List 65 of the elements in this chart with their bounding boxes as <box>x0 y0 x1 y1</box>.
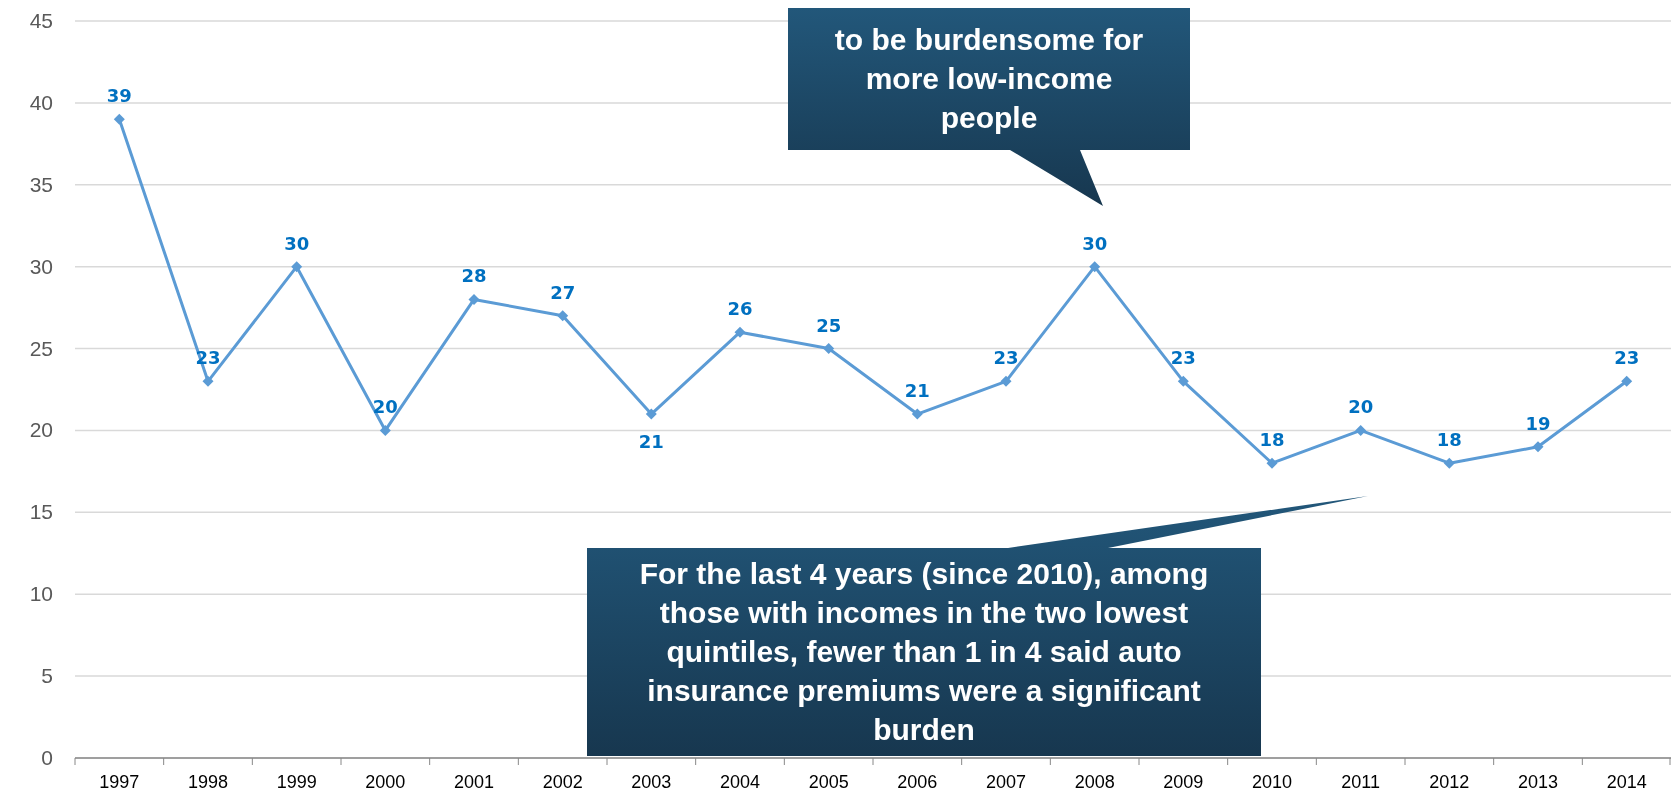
y-tick-label: 20 <box>29 418 53 442</box>
point <box>1355 424 1367 436</box>
data-label: 30 <box>284 232 310 254</box>
point <box>291 261 303 273</box>
data-label: 19 <box>1525 412 1551 434</box>
point <box>1621 375 1633 387</box>
data-label: 18 <box>1259 429 1285 451</box>
point <box>645 408 657 420</box>
y-tick-label: 40 <box>29 90 53 114</box>
y-tick-label: 45 <box>29 9 53 32</box>
point <box>1443 457 1455 469</box>
point <box>468 293 480 305</box>
x-tick-label: 2003 <box>631 772 672 792</box>
y-tick-label: 10 <box>29 582 53 606</box>
annotation: For the last 4 years (since 2010), among those with incomes in the two lowest quintiles, fewer than 1 in 4 said auto insurance premiums were a significant burden <box>639 556 1209 746</box>
x-tick-label: 2001 <box>453 772 495 792</box>
point <box>1089 261 1101 273</box>
x-tick-label: 2013 <box>1517 772 1559 792</box>
x-tick-label: 2005 <box>808 772 849 792</box>
x-tick-label: 1999 <box>276 772 317 792</box>
point <box>202 375 214 387</box>
x-tick-label: 1998 <box>187 772 229 792</box>
x-tick-label: 2007 <box>985 772 1027 792</box>
point <box>1266 457 1278 469</box>
y-tick-label: 30 <box>29 254 53 278</box>
y-tick-label: 25 <box>29 336 53 360</box>
annotation: to be burdensome for more low-income people <box>834 22 1144 134</box>
point <box>1177 375 1189 387</box>
y-tick-label: 0 <box>41 746 53 769</box>
data-label: 26 <box>727 298 753 320</box>
point <box>1000 375 1012 387</box>
x-tick-label: 2002 <box>542 772 583 792</box>
data-label: 27 <box>550 281 576 303</box>
point <box>557 310 569 322</box>
data-label: 30 <box>1082 232 1108 254</box>
x-tick-label: 2012 <box>1429 772 1470 792</box>
data-label: 39 <box>106 85 132 107</box>
y-tick-label: 35 <box>29 172 53 196</box>
x-tick-label: 2006 <box>897 772 938 792</box>
x-tick-label: 2011 <box>1341 772 1381 792</box>
point <box>1532 441 1544 453</box>
point <box>379 424 391 436</box>
x-tick-label: 1997 <box>99 772 140 792</box>
x-tick-label: 2010 <box>1251 772 1293 792</box>
x-tick-label: 2014 <box>1606 772 1647 792</box>
data-label: 23 <box>993 347 1019 369</box>
data-label: 20 <box>1348 396 1374 418</box>
data-label: 25 <box>816 314 842 336</box>
data-label: 21 <box>638 431 664 453</box>
y-tick-label: 5 <box>41 664 53 688</box>
data-label: 23 <box>1614 347 1640 369</box>
data-label: 28 <box>461 265 487 287</box>
x-tick-label: 2009 <box>1163 772 1204 792</box>
point <box>823 343 835 355</box>
data-label: 21 <box>904 380 930 402</box>
point <box>734 326 746 338</box>
x-tick-label: 2008 <box>1074 772 1115 792</box>
point <box>113 113 125 125</box>
y-tick-label: 15 <box>29 500 53 524</box>
data-label: 20 <box>372 396 398 418</box>
point <box>911 408 923 420</box>
data-label: 18 <box>1436 429 1462 451</box>
x-tick-label: 2000 <box>365 772 406 792</box>
x-tick-label: 2004 <box>719 772 761 792</box>
data-label: 23 <box>1170 347 1196 369</box>
